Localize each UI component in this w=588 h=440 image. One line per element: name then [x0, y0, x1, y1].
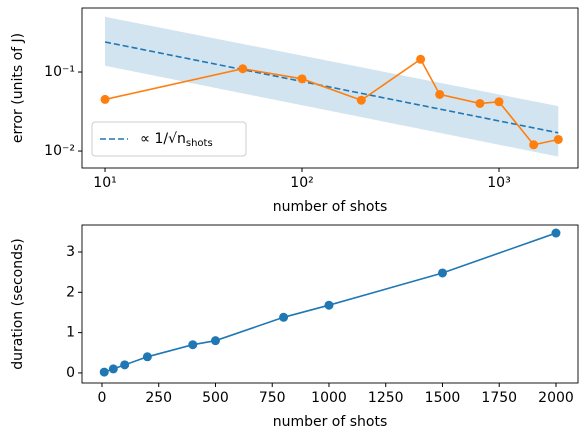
y-tick-label: 1: [66, 325, 75, 341]
data-point: [100, 94, 110, 104]
data-point: [99, 367, 109, 377]
data-point: [416, 54, 426, 64]
legend-label: ∝ 1/√nshots: [140, 131, 213, 149]
x-tick-label: 250: [145, 390, 172, 406]
x-axis-label: number of shots: [273, 199, 388, 215]
axes-frame: [81, 7, 579, 169]
legend-label-main: ∝ 1/√n: [140, 131, 186, 147]
data-point: [437, 268, 447, 278]
axes-frame: [81, 224, 579, 384]
data-point: [108, 364, 118, 374]
y-axis-label: error (units of J): [10, 33, 26, 143]
y-axis-label: duration (seconds): [10, 238, 26, 370]
x-tick-label: 500: [202, 390, 229, 406]
y-tick-label: 10⁻²: [44, 143, 75, 159]
plot-area: [103, 232, 557, 373]
x-tick-label: 10¹: [93, 175, 116, 191]
confidence-band: [105, 16, 559, 157]
x-tick-label: 0: [98, 390, 107, 406]
x-tick-label: 1000: [311, 390, 347, 406]
y-tick-label: 3: [66, 244, 75, 260]
data-point: [238, 64, 248, 74]
x-tick-label: 1500: [425, 390, 461, 406]
y-tick-label: 10⁻¹: [44, 64, 75, 80]
data-point: [120, 360, 130, 370]
x-axis-label: number of shots: [273, 414, 388, 430]
data-point: [475, 98, 485, 108]
plot-area: [104, 16, 559, 157]
data-point: [494, 97, 504, 107]
x-tick-label: 2000: [538, 390, 574, 406]
data-point: [435, 89, 445, 99]
series-line: [103, 232, 557, 373]
data-point: [551, 228, 561, 238]
x-tick-label: 10²: [290, 175, 313, 191]
legend-label-sub: shots: [186, 138, 213, 149]
data-point: [142, 352, 152, 362]
data-point: [188, 340, 198, 350]
series-line: [104, 41, 559, 134]
x-tick-label: 1250: [368, 390, 404, 406]
series-line: [104, 58, 559, 146]
data-point: [356, 95, 366, 105]
y-tick-label: 0: [66, 365, 75, 381]
data-point: [553, 134, 563, 144]
x-tick-label: 1750: [481, 390, 517, 406]
y-tick-label: 2: [66, 284, 75, 300]
data-point: [279, 312, 289, 322]
x-tick-label: 10³: [487, 175, 510, 191]
x-tick-label: 750: [259, 390, 286, 406]
data-point: [210, 336, 220, 346]
data-point: [529, 140, 539, 150]
data-point: [297, 74, 307, 84]
legend-box: [91, 121, 247, 157]
data-point: [324, 300, 334, 310]
